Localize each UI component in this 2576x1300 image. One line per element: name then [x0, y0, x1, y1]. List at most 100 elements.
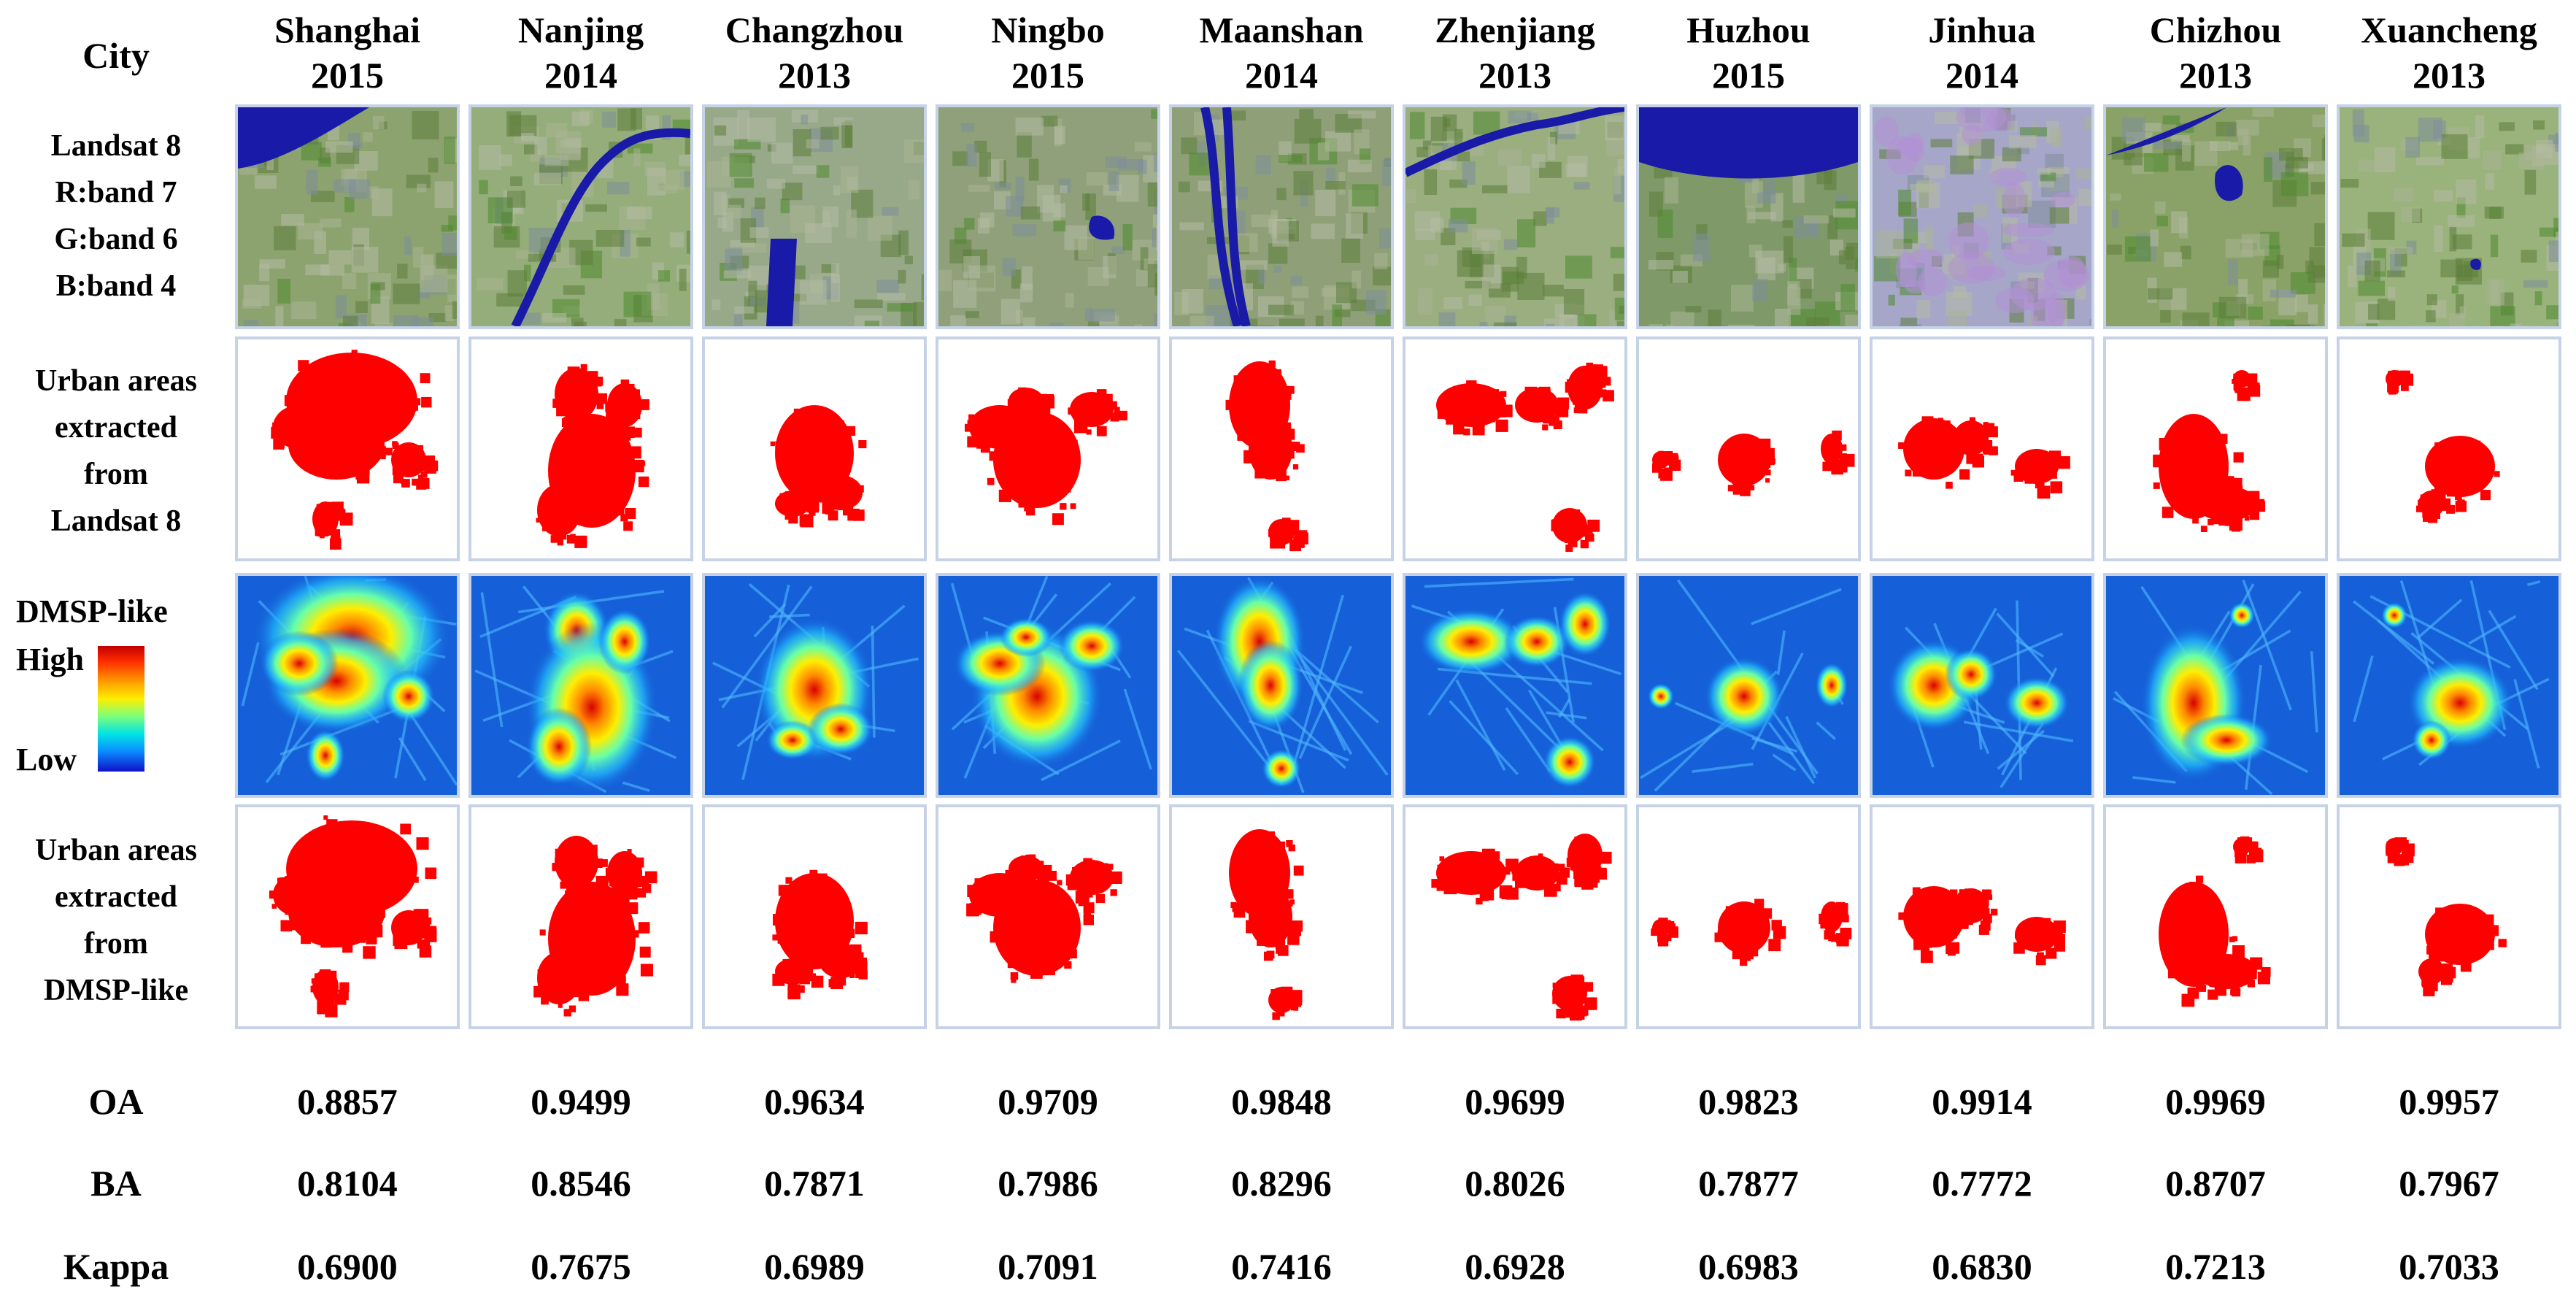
urban-dmsp-tile-changzhou [702, 804, 927, 1029]
dmsp-tile-chizhou [2103, 573, 2328, 798]
metric-value-kappa: 0.7416 [1231, 1246, 1332, 1287]
city-header-changzhou: Changzhou 2013 [702, 7, 927, 98]
urban-dmsp-tile-xuancheng [2337, 804, 2561, 1029]
city-header-shanghai: Shanghai 2015 [235, 7, 460, 98]
city-header-chizhou: Chizhou 2013 [2103, 7, 2328, 98]
city-name: Changzhou [725, 9, 904, 50]
city-name: Chizhou [2149, 9, 2282, 50]
landsat-tile-ningbo [936, 104, 1160, 329]
city-name: Ningbo [991, 9, 1105, 50]
metric-label-ba: BA [90, 1163, 142, 1204]
metric-value-oa: 0.9848 [1231, 1081, 1332, 1122]
urban-landsat-tile-maanshan [1169, 336, 1394, 561]
urban-landsat-tile-huzhou [1636, 336, 1861, 561]
urban-dmsp-tile-huzhou [1636, 804, 1861, 1029]
urban-landsat-tile-nanjing [468, 336, 693, 561]
dmsp-title: DMSP-like [16, 593, 168, 629]
dmsp-tile-jinhua [1870, 573, 2094, 798]
metric-value-ba: 0.8707 [2165, 1163, 2266, 1204]
metric-value-oa: 0.9957 [2399, 1081, 2499, 1122]
city-year: 2014 [1946, 55, 2018, 96]
metric-value-ba: 0.7986 [998, 1163, 1098, 1204]
urban-landsat-tile-zhenjiang [1403, 336, 1627, 561]
dmsp-tile-shanghai [235, 573, 460, 798]
city-header-maanshan: Maanshan 2014 [1169, 7, 1394, 98]
urban-dmsp-tile-nanjing [468, 804, 693, 1029]
landsat-tile-xuancheng [2337, 104, 2561, 329]
urban-landsat-tile-xuancheng [2337, 336, 2561, 561]
city-name: Shanghai [274, 9, 421, 50]
metric-value-kappa: 0.7091 [998, 1246, 1098, 1287]
urban-landsat-tile-chizhou [2103, 336, 2328, 561]
metric-value-oa: 0.9499 [531, 1081, 631, 1122]
city-year: 2014 [544, 55, 617, 96]
landsat-tile-chizhou [2103, 104, 2328, 329]
metric-value-ba: 0.7772 [1932, 1163, 2032, 1204]
row-label-urban-dmsp: Urban areas extracted from DMSP-like [34, 834, 198, 1007]
landsat-tile-zhenjiang [1403, 104, 1627, 329]
dmsp-tile-huzhou [1636, 573, 1861, 798]
city-name: Xuancheng [2361, 9, 2537, 50]
city-name: Nanjing [517, 9, 644, 50]
city-year: 2015 [311, 55, 384, 96]
metric-value-ba: 0.8104 [297, 1163, 398, 1204]
urban-dmsp-tile-ningbo [936, 804, 1160, 1029]
metric-value-oa: 0.9709 [998, 1081, 1098, 1122]
metric-value-oa: 0.8857 [297, 1081, 398, 1122]
metric-value-kappa: 0.7675 [531, 1246, 631, 1287]
metric-value-ba: 0.7871 [764, 1163, 865, 1204]
city-year: 2013 [1478, 55, 1551, 96]
metric-value-kappa: 0.7213 [2165, 1246, 2266, 1287]
dmsp-tile-changzhou [702, 573, 927, 798]
city-year: 2015 [1712, 55, 1785, 96]
metric-value-kappa: 0.6983 [1698, 1246, 1799, 1287]
city-name: Maanshan [1199, 9, 1364, 50]
metric-value-ba: 0.7967 [2399, 1163, 2499, 1204]
city-year: 2014 [1245, 55, 1318, 96]
landsat-tile-jinhua [1870, 104, 2094, 329]
metric-value-oa: 0.9699 [1465, 1081, 1565, 1122]
metric-value-kappa: 0.6989 [764, 1246, 865, 1287]
urban-landsat-tile-jinhua [1870, 336, 2094, 561]
landsat-tile-nanjing [468, 104, 693, 329]
city-header-huzhou: Huzhou 2015 [1636, 7, 1861, 98]
urban-dmsp-tile-maanshan [1169, 804, 1394, 1029]
city-year: 2013 [2413, 55, 2486, 96]
metric-value-ba: 0.8546 [531, 1163, 631, 1204]
urban-dmsp-tile-shanghai [235, 804, 460, 1029]
urban-landsat-tile-changzhou [702, 336, 927, 561]
metric-label-oa: OA [88, 1081, 144, 1122]
city-year: 2013 [2179, 55, 2252, 96]
urban-landsat-tile-ningbo [936, 336, 1160, 561]
metric-value-kappa: 0.6830 [1932, 1246, 2032, 1287]
landsat-tile-changzhou [702, 104, 927, 329]
city-header-xuancheng: Xuancheng 2013 [2337, 7, 2561, 98]
city-year: 2015 [1011, 55, 1084, 96]
metric-value-oa: 0.9914 [1932, 1081, 2032, 1122]
urban-landsat-tile-shanghai [235, 336, 460, 561]
landsat-tile-maanshan [1169, 104, 1394, 329]
dmsp-tile-ningbo [936, 573, 1160, 798]
dmsp-tile-maanshan [1169, 573, 1394, 798]
dmsp-tile-xuancheng [2337, 573, 2561, 798]
dmsp-colorbar [98, 646, 144, 772]
dmsp-tile-zhenjiang [1403, 573, 1627, 798]
urban-dmsp-tile-zhenjiang [1403, 804, 1627, 1029]
city-name: Huzhou [1686, 9, 1810, 50]
landsat-tile-huzhou [1636, 104, 1861, 329]
metric-value-ba: 0.8296 [1231, 1163, 1332, 1204]
metric-value-kappa: 0.7033 [2399, 1246, 2499, 1287]
metric-value-oa: 0.9823 [1698, 1081, 1799, 1122]
city-year: 2013 [778, 55, 851, 96]
legend-high-label: High [16, 642, 84, 677]
city-header-label: City [82, 35, 150, 76]
landsat-tile-shanghai [235, 104, 460, 329]
legend-low-label: Low [16, 742, 77, 777]
dmsp-tile-nanjing [468, 573, 693, 798]
urban-dmsp-tile-chizhou [2103, 804, 2328, 1029]
metric-value-ba: 0.8026 [1465, 1163, 1565, 1204]
metric-value-ba: 0.7877 [1698, 1163, 1799, 1204]
city-header-ningbo: Ningbo 2015 [936, 7, 1160, 98]
row-label-urban-landsat: Urban areas extracted from Landsat 8 [34, 364, 198, 538]
metric-value-oa: 0.9634 [764, 1081, 865, 1122]
